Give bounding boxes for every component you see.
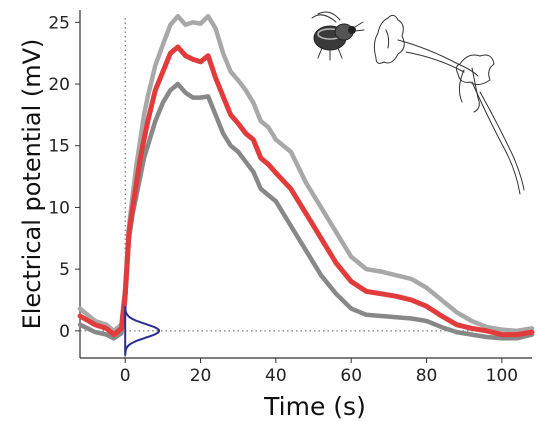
series-line-mean: [77, 44, 535, 338]
x-tick-label: 60: [340, 366, 362, 386]
y-tick-label: 10: [48, 198, 70, 218]
x-tick-label: 80: [416, 366, 438, 386]
y-tick-label: 25: [48, 13, 70, 33]
y-tick-label: 5: [59, 260, 70, 280]
y-ticks: 0 5 10 15 20 25: [48, 13, 80, 342]
bumblebee-drawing: [311, 11, 365, 61]
y-tick-label: 15: [48, 137, 70, 157]
x-ticks: 0 20 40 60 80 100: [120, 358, 518, 386]
x-tick-label: 20: [190, 366, 212, 386]
x-tick-label: 0: [120, 366, 131, 386]
y-axis-title: Electrical potential (mV): [18, 39, 46, 330]
plot-area: 0 20 40 60 80 100 0 5 10 15 20 25: [48, 10, 535, 386]
x-tick-label: 100: [486, 366, 518, 386]
x-tick-label: 40: [265, 366, 287, 386]
series-line-upper-bound: [77, 13, 535, 334]
y-tick-label: 20: [48, 75, 70, 95]
petunia-flower-drawing: [373, 14, 525, 195]
stimulus-density-curve: [124, 306, 161, 356]
x-axis-title: Time (s): [263, 392, 366, 421]
y-tick-label: 0: [59, 322, 70, 342]
series-layer: [77, 13, 535, 341]
